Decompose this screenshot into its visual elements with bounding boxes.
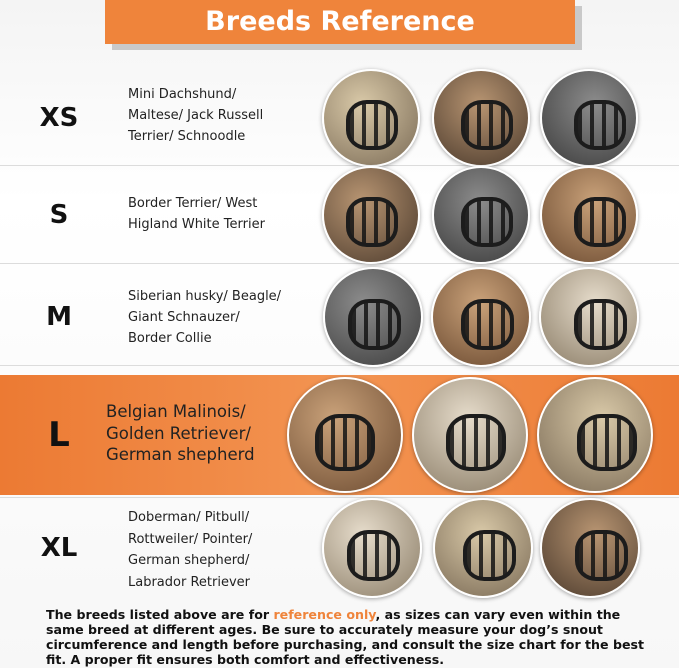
breed-line: Rottweiler/ Pointer/	[128, 531, 253, 547]
muzzle	[346, 197, 399, 248]
dog-photo	[540, 498, 640, 598]
footer-highlight: reference only	[273, 607, 376, 622]
footer-note: The breeds listed above are for referenc…	[46, 607, 646, 667]
muzzle	[460, 299, 514, 350]
footer-text: , as sizes can vary even within the same…	[46, 607, 645, 667]
breed-line: Giant Schnauzer/	[128, 310, 240, 325]
dog-photo	[412, 377, 528, 493]
dog-photo	[431, 267, 531, 367]
footer-text: The breeds listed above are for	[46, 607, 274, 622]
breed-line: Higland White Terrier	[128, 217, 265, 232]
breed-line: Labrador Retriever	[128, 574, 250, 590]
breed-line: Border Terrier/ West	[128, 196, 258, 211]
muzzle	[445, 413, 507, 472]
breed-line: Border Collie	[128, 331, 212, 346]
dog-photo	[540, 69, 638, 167]
muzzle	[315, 413, 376, 472]
size-label: L	[48, 415, 70, 455]
row-separator	[0, 497, 679, 498]
row-separator	[0, 365, 679, 366]
muzzle	[460, 197, 514, 248]
dog-photo	[432, 69, 530, 167]
row-separator	[0, 263, 679, 264]
breed-line: Maltese/ Jack Russell	[128, 108, 264, 123]
dog-photo	[537, 377, 653, 493]
dog-photo	[540, 166, 638, 264]
breed-line: Terrier/ Schnoodle	[128, 129, 246, 144]
breed-line: Doberman/ Pitbull/	[128, 510, 250, 525]
muzzle	[573, 100, 626, 151]
dog-photo	[322, 498, 422, 598]
size-label: XS	[39, 103, 79, 133]
dog-photo	[323, 267, 423, 367]
muzzle	[573, 299, 627, 350]
dog-photo	[432, 166, 530, 264]
dog-photo	[433, 498, 533, 598]
size-label: M	[46, 302, 72, 332]
breed-line: Mini Dachshund/	[128, 87, 237, 102]
muzzle	[573, 197, 626, 248]
breed-line: German shepherd/	[128, 553, 250, 568]
breed-line: Belgian Malinois/	[106, 402, 246, 421]
dog-photo	[322, 69, 420, 167]
dog-photo	[322, 166, 420, 264]
muzzle	[460, 100, 514, 151]
row-separator	[0, 165, 679, 166]
muzzle	[346, 100, 399, 151]
muzzle	[576, 413, 637, 472]
muzzle	[462, 530, 516, 581]
breed-line: Golden Retriever/	[106, 423, 251, 443]
size-label: XL	[40, 533, 78, 563]
muzzle	[574, 530, 628, 581]
breed-line: Siberian husky/ Beagle/	[128, 289, 282, 304]
muzzle	[347, 299, 401, 350]
dog-photo	[287, 377, 403, 493]
size-label: S	[49, 200, 69, 230]
breed-line: German shepherd	[106, 445, 255, 464]
dog-photo	[539, 267, 639, 367]
muzzle	[346, 530, 400, 581]
banner-title: Breeds Reference	[105, 0, 575, 44]
